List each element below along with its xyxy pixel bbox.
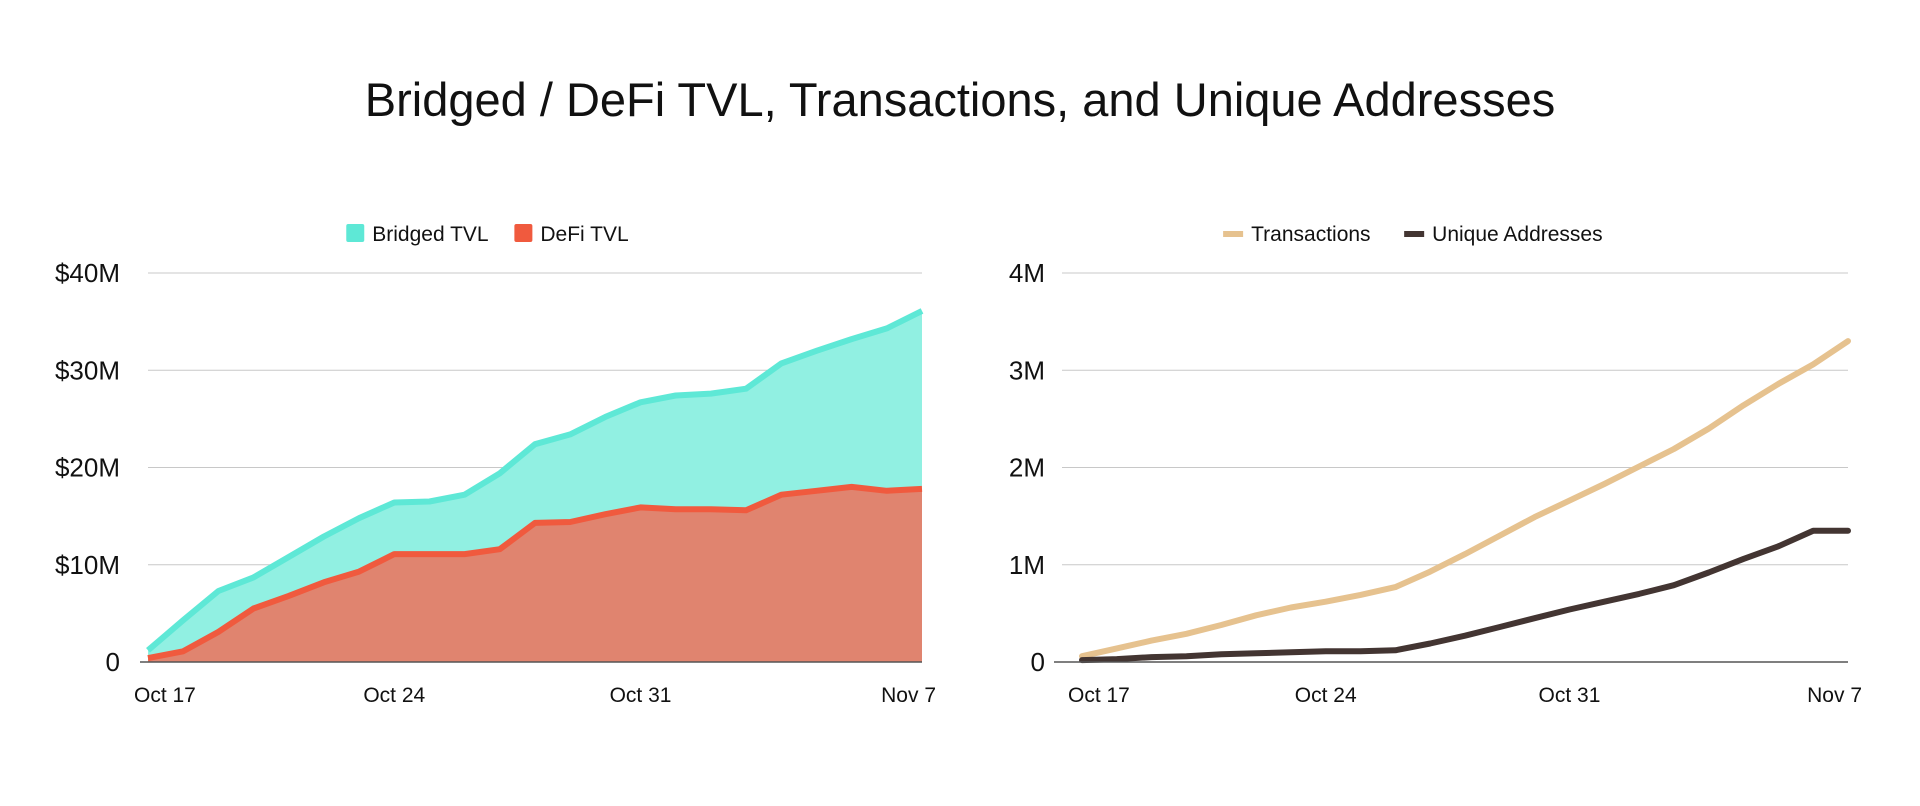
legend-swatch-0 [346, 224, 365, 242]
y-tick-label: $10M [55, 550, 120, 580]
series-line-1 [1079, 527, 1851, 664]
tvl-area-chart: 0 $10M $20M $30M $40M Oct 17 Oct 24 Oct 31 Nov 7… [55, 223, 936, 707]
legend: Bridged TVL DeFi TVL [346, 223, 629, 246]
legend-label: Transactions [1251, 223, 1370, 246]
x-tick-label: Oct 24 [1295, 684, 1357, 707]
page-title: Bridged / DeFi TVL, Transactions, and Un… [364, 73, 1556, 126]
y-tick-label: $30M [55, 355, 120, 385]
x-tick-label: Oct 17 [134, 684, 196, 707]
y-tick-label: 2M [1009, 453, 1045, 483]
legend-label: DeFi TVL [540, 223, 628, 246]
area-fill-1 [148, 486, 922, 662]
x-tick-label: Nov 7 [1807, 684, 1862, 707]
legend-swatch-0 [1223, 231, 1244, 237]
y-tick-label: 0 [1031, 647, 1045, 677]
y-tick-label: 1M [1009, 550, 1045, 580]
x-tick-label: Nov 7 [881, 684, 936, 707]
legend: Transactions Unique Addresses [1223, 223, 1603, 246]
y-tick-label: $40M [55, 258, 120, 288]
y-tick-label: 0 [106, 647, 120, 677]
x-tick-label: Oct 24 [363, 684, 425, 707]
legend-swatch-1 [514, 224, 533, 242]
y-tick-label: 3M [1009, 355, 1045, 385]
area-line-1 [147, 483, 923, 662]
legend-label: Unique Addresses [1432, 223, 1602, 246]
activity-line-chart: 0 1M 2M 3M 4M Oct 17 Oct 24 Oct 31 Nov 7 Transact… [1009, 223, 1862, 707]
area-line-0 [146, 308, 924, 653]
x-tick-label: Oct 17 [1068, 684, 1130, 707]
series-line-0 [1079, 338, 1851, 660]
y-tick-label: 4M [1009, 258, 1045, 288]
legend-label: Bridged TVL [372, 223, 488, 246]
x-tick-label: Oct 31 [610, 684, 672, 707]
x-tick-label: Oct 31 [1539, 684, 1601, 707]
y-tick-label: $20M [55, 453, 120, 483]
legend-swatch-1 [1404, 231, 1425, 237]
